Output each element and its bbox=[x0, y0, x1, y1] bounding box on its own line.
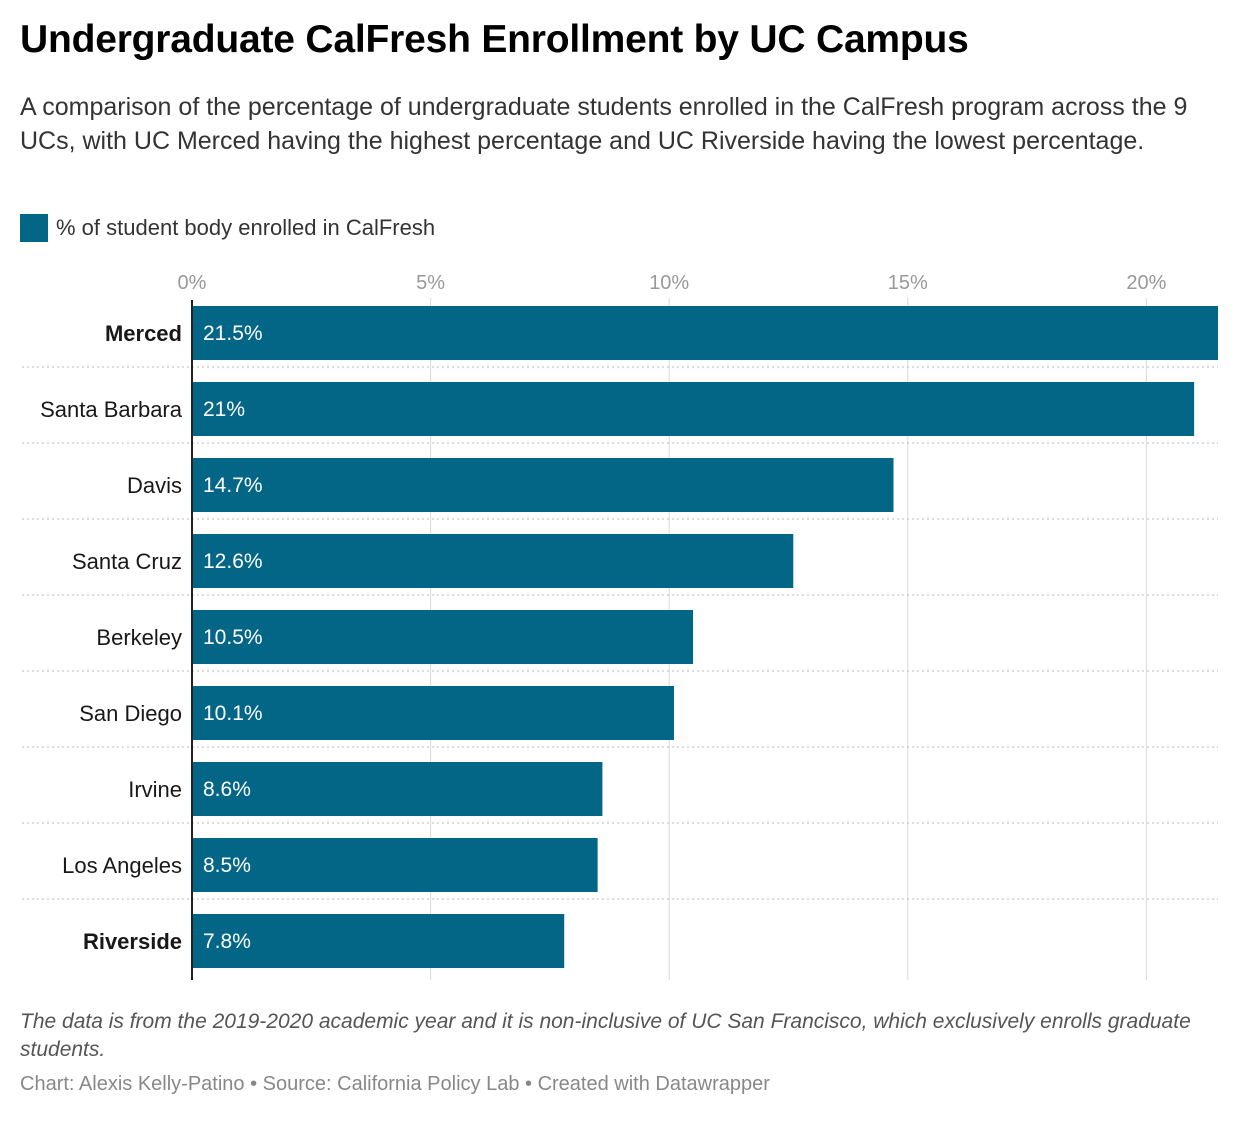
bar bbox=[192, 534, 794, 588]
chart-byline: Chart: Alexis Kelly-Patino • Source: Cal… bbox=[20, 1073, 770, 1095]
x-tick-label: 0% bbox=[178, 272, 207, 294]
x-tick-label: 20% bbox=[1126, 272, 1166, 294]
legend-label: % of student body enrolled in CalFresh bbox=[56, 215, 436, 240]
category-label: Santa Barbara bbox=[40, 397, 183, 422]
bar bbox=[192, 610, 694, 664]
category-label: Merced bbox=[105, 321, 182, 346]
bar bbox=[192, 686, 674, 740]
legend-swatch bbox=[20, 214, 48, 242]
bar bbox=[192, 458, 894, 512]
value-label: 14.7% bbox=[203, 474, 263, 497]
legend: % of student body enrolled in CalFresh bbox=[20, 214, 435, 242]
value-label: 10.5% bbox=[203, 626, 263, 649]
bar bbox=[192, 382, 1195, 436]
category-label: Davis bbox=[127, 473, 182, 498]
value-label: 8.6% bbox=[203, 778, 251, 801]
labels: 0% 5% 10% 15% 20% Merced 21.5% Santa Barbara 21%… bbox=[40, 272, 1167, 980]
bar-chart: 0% 5% 10% 15% 20% Merced 21.5% Santa Barbara 21%… bbox=[22, 272, 1218, 980]
category-label: Berkeley bbox=[96, 625, 182, 650]
x-tick-label: 10% bbox=[649, 272, 689, 294]
x-tick-label: 15% bbox=[888, 272, 928, 294]
value-label: 7.8% bbox=[203, 930, 251, 953]
category-label: Los Angeles bbox=[62, 853, 182, 878]
bar bbox=[192, 838, 598, 892]
chart-title: Undergraduate CalFresh Enrollment by UC … bbox=[20, 18, 969, 61]
bar bbox=[192, 762, 603, 816]
chart-notes: The data is from the 2019-2020 academic … bbox=[20, 1010, 1191, 1061]
category-label: San Diego bbox=[79, 701, 182, 726]
x-tick-label: 5% bbox=[416, 272, 445, 294]
bar bbox=[192, 306, 1218, 360]
category-label: Irvine bbox=[128, 777, 182, 802]
bars bbox=[192, 306, 1218, 968]
category-label: Santa Cruz bbox=[72, 549, 182, 574]
value-label: 21% bbox=[203, 398, 245, 421]
value-label: 10.1% bbox=[203, 702, 263, 725]
value-label: 21.5% bbox=[203, 322, 263, 345]
chart-subtitle: A comparison of the percentage of underg… bbox=[20, 93, 1188, 155]
value-label: 8.5% bbox=[203, 854, 251, 877]
bar bbox=[192, 914, 565, 968]
category-label: Riverside bbox=[83, 929, 182, 954]
value-label: 12.6% bbox=[203, 550, 263, 573]
